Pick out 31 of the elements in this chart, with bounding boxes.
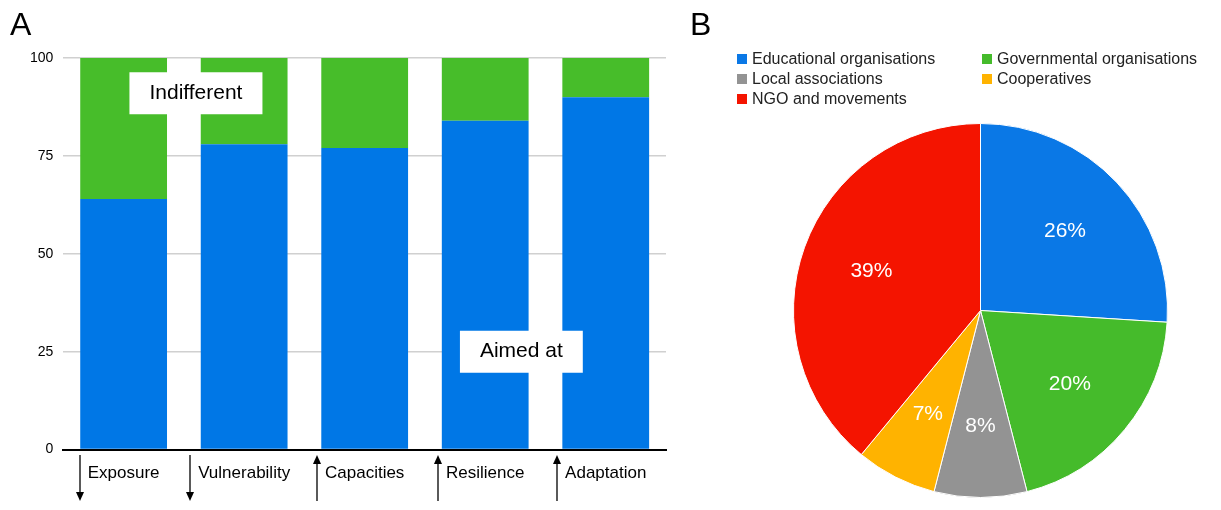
x-tick-label: Capacities [324,463,405,483]
bar [321,58,409,149]
chart-title: A [10,6,32,43]
data-label: 8% [965,413,996,437]
legend-label: Governmental organisations [996,50,1199,68]
y-tick-label: 50 [37,244,54,261]
data-label: 39% [850,258,893,282]
bar [321,148,409,449]
y-tick-label: 25 [37,342,54,359]
data-label: 26% [1044,217,1087,241]
legend-label: NGO and movements [751,90,908,108]
x-tick-label: Adaptation [565,463,647,483]
data-label: 7% [912,400,944,424]
chart-title: B [690,6,712,43]
series-label: Indifferent [149,80,243,104]
y-tick-label: 75 [37,146,54,163]
bar [441,58,529,121]
y-tick-label: 0 [45,440,54,457]
legend-label: Educational organisations [751,50,937,68]
legend-label: Cooperatives [996,70,1093,88]
bar [562,58,650,98]
x-tick-label: Resilience [445,463,525,483]
series-label: Aimed at [479,338,563,362]
legend-label: Local associations [751,70,884,88]
x-tick-label: Exposure [87,463,160,483]
x-tick-label: Vulnerability [198,463,291,483]
data-label: 20% [1048,371,1091,395]
bar [80,198,168,449]
bar [562,97,650,449]
bar [200,144,288,449]
y-tick-label: 100 [30,48,54,65]
